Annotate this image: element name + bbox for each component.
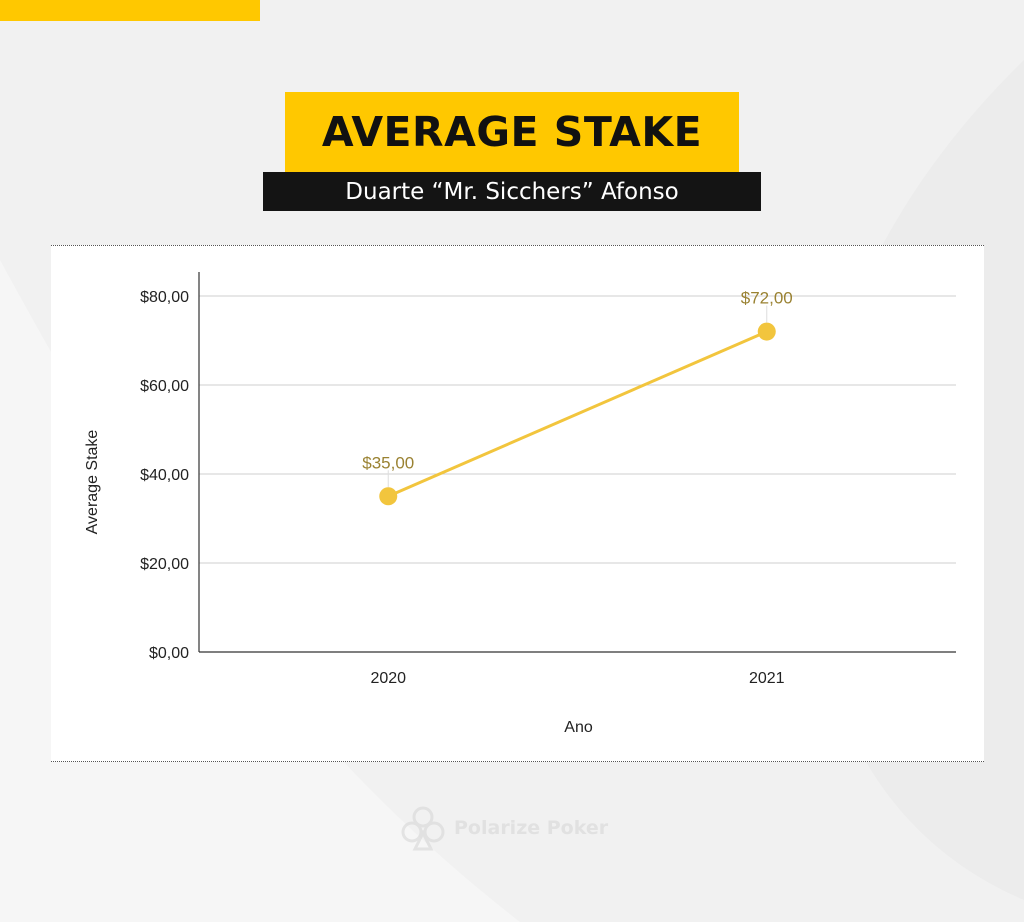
page-title: AVERAGE STAKE (321, 108, 703, 156)
accent-bar-top (0, 0, 260, 21)
club-icon (401, 806, 445, 851)
page-subtitle: Duarte “Mr. Sicchers” Afonso (345, 178, 679, 205)
x-axis-title: Ano (564, 719, 593, 736)
x-tick-label: 2021 (749, 670, 785, 687)
data-point (379, 487, 398, 506)
y-tick-label: $60,00 (140, 378, 189, 395)
axes (198, 272, 956, 653)
chart-panel: $0,00 $20,00 $40,00 $60,00 $80,00 2020 2021 Ano… (51, 245, 984, 762)
data-label: $72,00 (741, 289, 793, 308)
y-tick-label: $20,00 (140, 556, 189, 573)
data-label: $35,00 (362, 453, 414, 472)
data-point (757, 322, 776, 341)
line-chart: $0,00 $20,00 $40,00 $60,00 $80,00 2020 2021 Ano… (84, 272, 956, 736)
series-layer (379, 305, 776, 506)
series-line (387, 330, 768, 498)
grid-lines (199, 295, 956, 564)
labels-layer: $0,00 $20,00 $40,00 $60,00 $80,00 2020 2021 Ano… (84, 289, 793, 736)
watermark: Polarize Poker (400, 805, 608, 851)
x-tick-label: 2020 (370, 670, 406, 687)
y-tick-label: $40,00 (140, 467, 189, 484)
y-axis-title: Average Stake (84, 430, 101, 535)
y-tick-label: $80,00 (140, 289, 189, 306)
subtitle-banner: Duarte “Mr. Sicchers” Afonso (263, 172, 761, 211)
watermark-text: Polarize Poker (454, 817, 609, 839)
title-banner: AVERAGE STAKE (285, 92, 739, 172)
y-tick-label: $0,00 (149, 645, 189, 662)
